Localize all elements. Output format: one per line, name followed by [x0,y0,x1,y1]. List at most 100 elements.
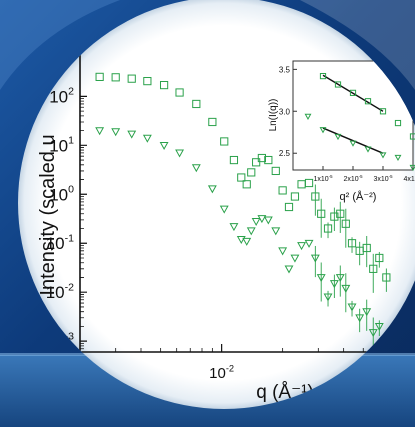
data-point [236,235,246,244]
series-2 [95,127,391,352]
y-axis-label: Intensity (scaled u [37,134,59,295]
data-point [246,227,256,236]
y-tick-label-base: 10 [49,185,68,204]
inset-y-axis-label: Ln(I(q)) [268,99,279,132]
y-tick-label-base: 10 [49,87,68,106]
data-point [252,158,261,167]
data-point [290,192,300,201]
inset-x-tick-label: 1x10-5 [313,174,333,183]
y-tick-label-exp: -2 [65,282,75,294]
data-point [347,239,357,248]
data-point [95,127,105,136]
inset-x-tick-label: 4x10-5 [403,174,415,183]
inset-x-tick-label-base: 2x10 [343,176,358,183]
data-point [310,254,320,263]
data-point [229,223,239,232]
data-point [304,178,314,188]
data-point [284,265,294,274]
data-point [335,274,345,283]
data-point [192,99,201,109]
data-point [111,128,121,137]
data-point [127,74,136,83]
inset-data-point [409,133,415,140]
data-point [369,264,378,273]
data-point [368,329,378,338]
y-tick-label: 10-2 [46,282,74,303]
inset-data-point [364,98,372,105]
data-point [323,293,333,302]
data-point [382,273,391,282]
inset-data-point [379,152,387,159]
data-point [317,209,326,218]
data-point [159,141,169,150]
data-point [290,254,300,263]
data-point [175,149,185,158]
inset-y-tick-label: 2.5 [279,149,291,158]
y-tick-label-exp: 0 [68,184,74,196]
series-1 [95,72,391,293]
data-point [329,280,339,289]
background-light-streak [0,0,120,90]
inset-data-point [409,164,415,172]
y-tick-label: 102 [49,86,74,107]
data-point [127,130,137,139]
inset-x-tick-label-base: 3x10 [373,176,388,183]
y-tick-label-base: 10 [49,136,68,155]
inset-data-point [319,72,327,80]
data-point [284,202,294,212]
data-point [316,274,326,283]
inset-data-point [319,127,327,134]
inset-x-tick-label-exp: -5 [329,174,333,179]
x-tick-label-exp: -2 [226,363,234,373]
data-point [362,308,372,317]
y-tick-label: 101 [49,135,74,156]
x-tick-label: 10-2 [209,363,234,382]
data-point [257,215,267,224]
data-point [263,216,273,225]
y-tick-label: 10-1 [46,233,74,254]
inset-data-point [349,140,357,147]
data-point [219,205,229,214]
y-tick-label-exp: 2 [68,86,74,98]
data-point [111,73,120,82]
data-point [251,217,261,226]
data-point [323,224,333,233]
inset-data-point [394,119,402,127]
background-light-streak [300,0,415,90]
inset-x-tick-label-exp: -5 [389,174,393,179]
inset-x-tick-label-base: 4x10 [403,176,415,183]
inset-x-tick-label-exp: -5 [359,174,363,179]
y-tick-label: 100 [49,184,74,205]
data-point [341,219,350,228]
inset-x-axis-label: q² (Å⁻²) [340,190,377,203]
data-point [242,180,251,189]
y-tick-label-base: 10 [46,283,65,302]
data-point [207,185,217,194]
data-point [347,303,357,312]
inset-data-point [379,108,387,115]
data-point [143,77,152,86]
data-point [257,153,266,163]
data-point [142,134,152,143]
y-tick-label-base: 10 [46,234,65,253]
data-point [278,247,288,256]
data-point [374,323,384,332]
inset-data-point [364,146,372,153]
inset-data-point [394,154,402,162]
inset-y-tick-label: 3.0 [279,107,291,116]
inset-data-point [334,81,342,88]
inset-data-point [349,89,357,96]
data-point [95,72,104,81]
data-point [220,137,229,146]
data-point [237,173,246,182]
data-point [175,88,184,97]
data-point [341,284,351,293]
data-point [159,80,169,90]
x-tick-label-base: 10 [209,365,226,382]
data-point [271,166,280,176]
fit-line [322,74,384,112]
data-point [191,164,201,173]
y-tick-label-exp: 1 [68,135,74,147]
inset-data-point [304,113,312,120]
